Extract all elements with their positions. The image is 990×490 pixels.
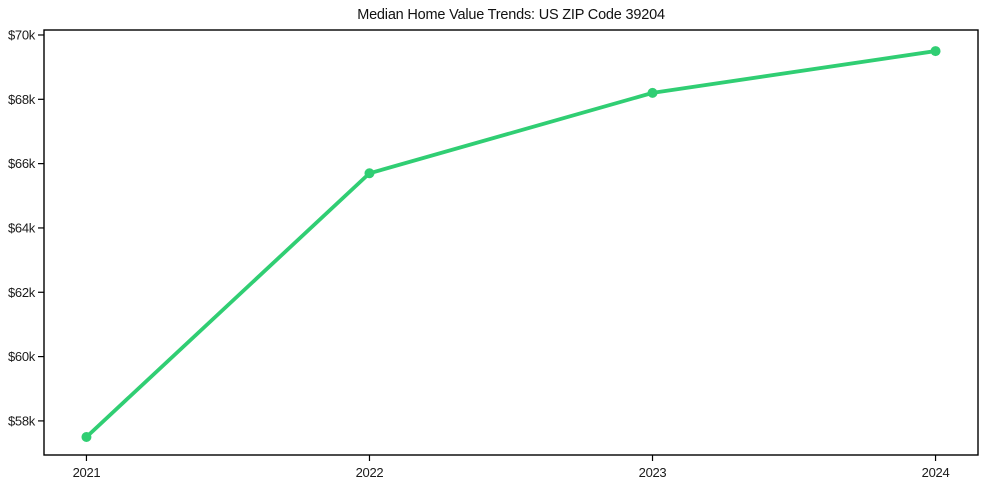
y-tick-label: $64k [8, 220, 36, 235]
y-tick-label: $70k [8, 27, 36, 42]
y-tick-label: $58k [8, 413, 36, 428]
x-tick-label: 2024 [922, 465, 950, 480]
data-point [81, 431, 92, 442]
data-point [364, 168, 375, 179]
y-tick-label: $60k [8, 349, 36, 364]
x-tick-label: 2021 [73, 465, 101, 480]
y-tick-label: $62k [8, 285, 36, 300]
data-point [930, 46, 941, 57]
chart-title: Median Home Value Trends: US ZIP Code 39… [357, 7, 665, 23]
x-tick-label: 2023 [639, 465, 667, 480]
plot-border [43, 29, 979, 456]
trend-line [84, 49, 938, 439]
y-tick-label: $66k [8, 156, 36, 171]
y-tick-label: $68k [8, 92, 36, 107]
x-tick-label: 2022 [356, 465, 384, 480]
data-point [647, 87, 658, 98]
